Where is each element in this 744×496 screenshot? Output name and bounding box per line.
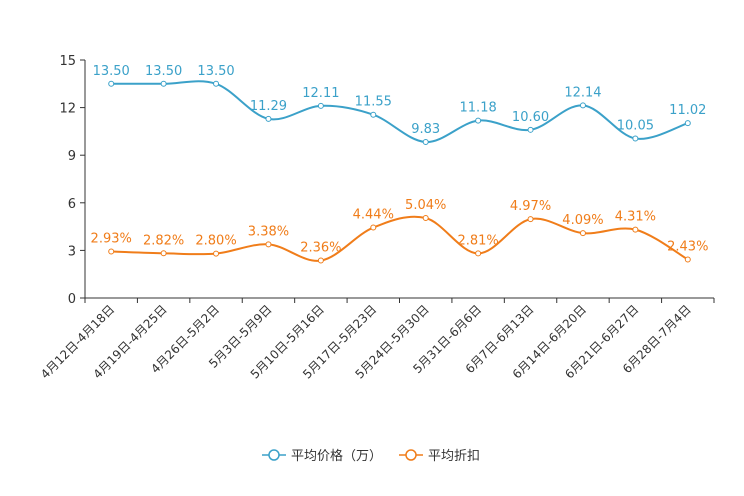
- y-tick-label: 12: [59, 102, 76, 117]
- legend-marker-icon: [269, 450, 279, 460]
- y-axis-ticks: 0 3 6 9 12 15: [59, 54, 85, 307]
- data-label: 5.04%: [405, 198, 446, 213]
- data-point[interactable]: [423, 140, 428, 145]
- data-label: 4.44%: [353, 208, 394, 223]
- data-label: 2.81%: [457, 233, 498, 248]
- data-point[interactable]: [580, 231, 585, 236]
- data-label: 4.09%: [562, 213, 603, 228]
- data-label: 3.38%: [248, 224, 289, 239]
- legend[interactable]: 平均价格（万） 平均折扣: [262, 448, 480, 464]
- legend-item-1[interactable]: 平均价格（万）: [262, 448, 382, 464]
- data-label: 2.80%: [195, 234, 236, 249]
- legend-item-2[interactable]: 平均折扣: [399, 449, 480, 464]
- data-label: 12.14: [564, 85, 601, 100]
- legend-label: 平均价格（万）: [291, 448, 382, 464]
- data-label: 13.50: [197, 64, 234, 79]
- y-tick-label: 15: [59, 54, 76, 69]
- x-axis-ticks: 4月12日-4月18日4月19日-4月25日4月26日-5月2日5月3日-5月9…: [38, 298, 714, 382]
- data-point[interactable]: [109, 81, 114, 86]
- data-point[interactable]: [214, 251, 219, 256]
- data-label: 9.83: [411, 122, 440, 137]
- data-label: 2.43%: [667, 239, 708, 254]
- legend-label: 平均折扣: [428, 449, 480, 464]
- data-point[interactable]: [266, 116, 271, 121]
- data-point[interactable]: [476, 118, 481, 123]
- y-tick-label: 9: [68, 149, 76, 164]
- y-tick-label: 6: [68, 197, 76, 212]
- data-label: 4.31%: [615, 210, 656, 225]
- data-point[interactable]: [161, 251, 166, 256]
- line-chart: 0 3 6 9 12 15 4月12日-4月18日4月19日-4月25日4月26日-5月2…: [0, 0, 744, 496]
- data-label: 11.29: [250, 99, 287, 114]
- data-point[interactable]: [318, 103, 323, 108]
- data-point[interactable]: [266, 242, 271, 247]
- legend-marker-icon: [406, 450, 416, 460]
- data-label: 13.50: [93, 64, 130, 79]
- y-tick-label: 3: [68, 244, 76, 259]
- data-label: 10.05: [617, 119, 654, 134]
- data-point[interactable]: [423, 216, 428, 221]
- data-label: 2.93%: [91, 232, 132, 247]
- data-label: 11.55: [355, 95, 392, 110]
- data-label: 13.50: [145, 64, 182, 79]
- data-point[interactable]: [685, 257, 690, 262]
- y-tick-label: 0: [68, 292, 76, 307]
- data-label: 10.60: [512, 110, 549, 125]
- data-point[interactable]: [109, 249, 114, 254]
- data-point[interactable]: [318, 258, 323, 263]
- data-point[interactable]: [685, 121, 690, 126]
- data-label: 11.02: [669, 103, 706, 118]
- data-label: 2.36%: [300, 241, 341, 256]
- data-point[interactable]: [528, 127, 533, 132]
- data-labels: 13.50 13.50 13.50 11.29 12.11 11.55 9.83 11.18 1…: [91, 64, 709, 256]
- data-point[interactable]: [528, 217, 533, 222]
- data-point[interactable]: [633, 136, 638, 141]
- data-point[interactable]: [371, 112, 376, 117]
- data-point[interactable]: [214, 81, 219, 86]
- data-point[interactable]: [476, 251, 481, 256]
- data-point[interactable]: [371, 225, 376, 230]
- data-label: 12.11: [302, 86, 339, 101]
- data-point[interactable]: [161, 81, 166, 86]
- data-label: 2.82%: [143, 233, 184, 248]
- data-point[interactable]: [633, 227, 638, 232]
- data-label: 11.18: [460, 101, 497, 116]
- data-point[interactable]: [580, 103, 585, 108]
- data-label: 4.97%: [510, 199, 551, 214]
